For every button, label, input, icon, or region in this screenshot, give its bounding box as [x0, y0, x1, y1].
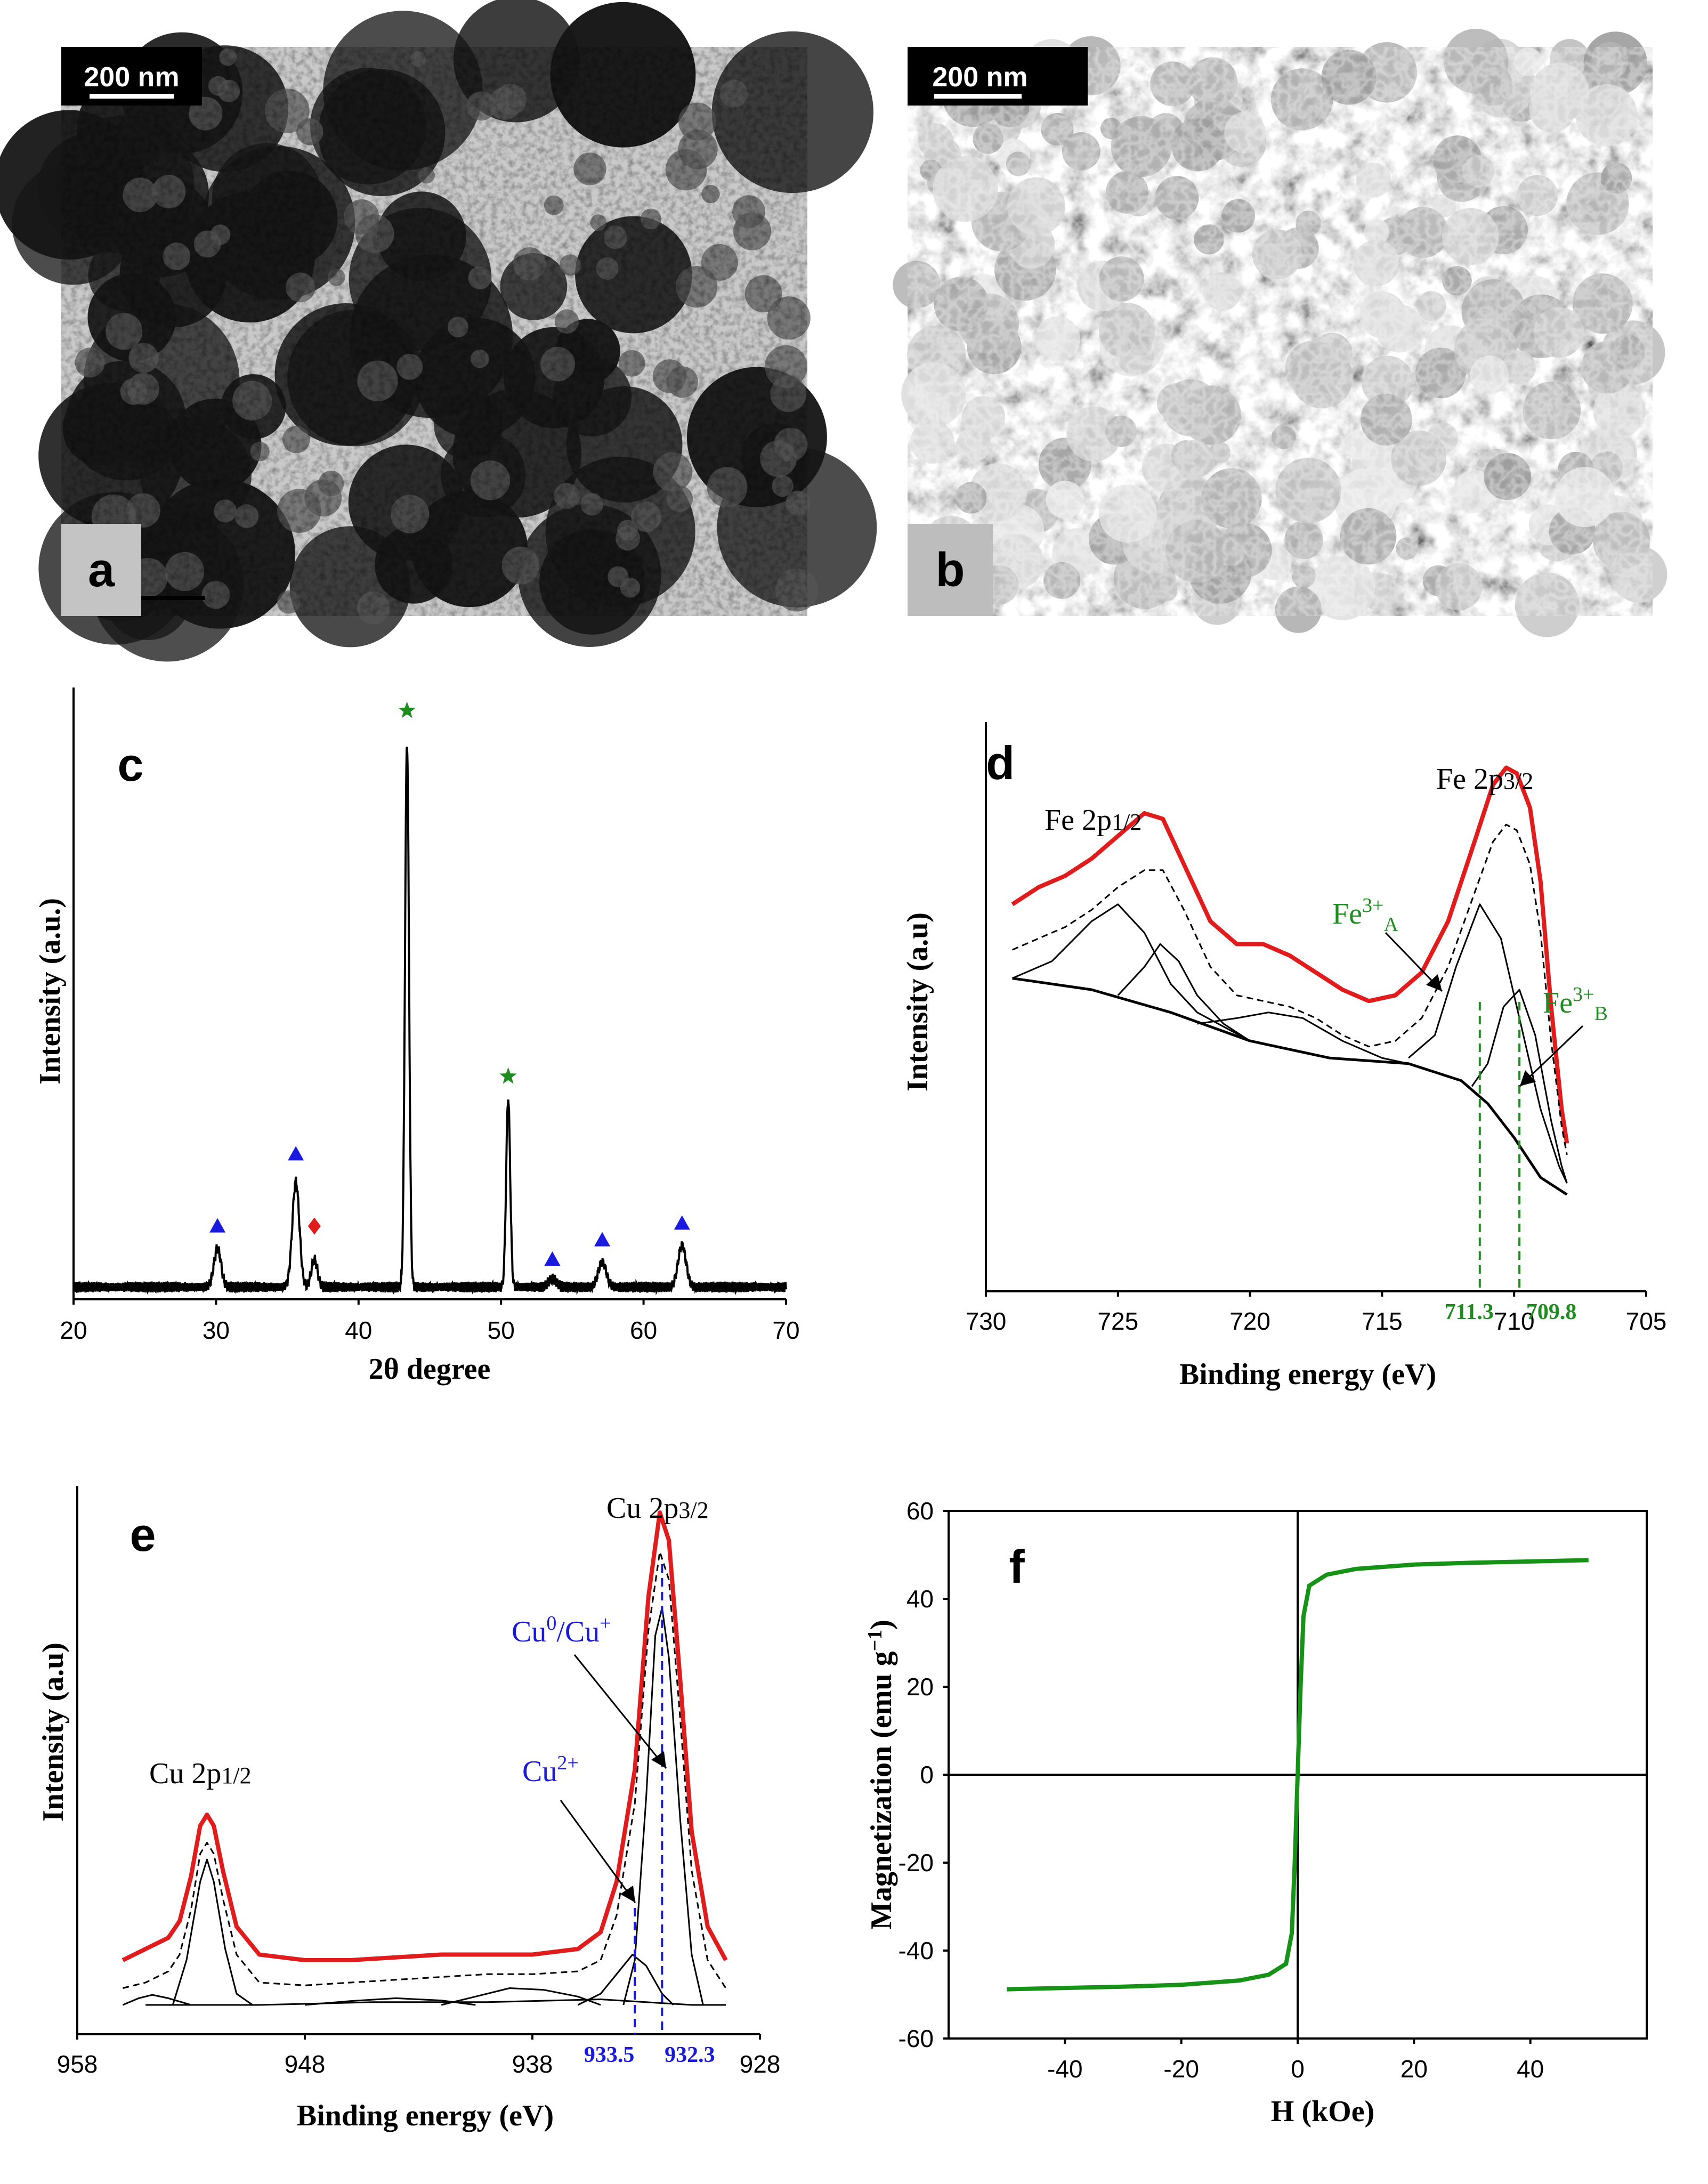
hysteresis-y-tick-label: 60 — [906, 1497, 934, 1525]
hysteresis-y-tick-label: 40 — [906, 1585, 934, 1613]
cu-xps-series-line — [122, 1510, 728, 1962]
fe-xps-x-tick-label: 715 — [1362, 1307, 1403, 1335]
fe-xps-x-tick-label: 720 — [1229, 1307, 1270, 1335]
cu2-plus-annotation: Cu2+ — [522, 1752, 579, 1788]
hysteresis-x-axis-label: H (kOe) — [1271, 2095, 1374, 2128]
fe-xps-vline-label: 709.8 — [1526, 1300, 1577, 1324]
fe-xps-x-axis-label: Binding energy (eV) — [1179, 1358, 1436, 1391]
panel-f-hysteresis-chart: -40 -20 0 20 40 -60 -40 -20 0 20 40 60 f H (kOe) Ma… — [864, 1497, 1648, 2128]
xrd-y-axis-label: Intensity (a.u.) — [34, 898, 67, 1085]
fe-xps-x-tick-label: 730 — [966, 1307, 1007, 1335]
panel-f-label: f — [1009, 1540, 1025, 1593]
fe-xps-y-axis-label: Intensity (a.u) — [901, 912, 934, 1091]
fe-xps-series-line — [1012, 903, 1251, 1042]
cu-xps-x-tick-label: 928 — [740, 2050, 781, 2078]
panel-b-sem-image: 200 nm b — [893, 28, 1667, 637]
hysteresis-y-tick-label: -40 — [898, 1937, 934, 1964]
fe-xps-series-line — [1012, 977, 1568, 1196]
hysteresis-x-tick-label: -40 — [1047, 2055, 1082, 2083]
xrd-x-tick-label: 40 — [345, 1316, 372, 1344]
cu-xps-vline-label: 933.5 — [584, 2043, 635, 2067]
panel-a-tem-image: 200 nm a — [0, 0, 877, 662]
hysteresis-loop-line — [1007, 1558, 1589, 1992]
fe-xps-x-tick-label: 725 — [1097, 1307, 1138, 1335]
fe-xps-x-tick-label: 710 — [1494, 1307, 1535, 1335]
hysteresis-y-tick-label: -60 — [898, 2025, 934, 2052]
fe-xps-series-line — [1117, 943, 1251, 1042]
panel-c-label: c — [118, 738, 144, 791]
hysteresis-x-tick-label: 40 — [1517, 2055, 1544, 2083]
panel-c-xrd-chart: 20 30 40 50 60 70 c 2θ degree Intensity (a.u.… — [34, 687, 800, 1386]
fe-xps-vline-label: 711.3 — [1445, 1300, 1494, 1324]
hysteresis-y-axis-label: Magnetization (emu g−1) — [864, 1620, 898, 1930]
cu-xps-x-axis-label: Binding energy (eV) — [297, 2099, 554, 2132]
panel-d-label: d — [986, 737, 1015, 789]
cu0-cu-plus-annotation: Cu0/Cu+ — [512, 1612, 611, 1648]
fe3-b-annotation: Fe3+B — [1543, 983, 1608, 1025]
panel-e-label: e — [130, 1508, 156, 1561]
sem-scale-bar-label: 200 nm — [932, 62, 1027, 93]
xrd-marker-star — [499, 1067, 517, 1084]
fe-2p32-annotation: Fe 2p3/2 — [1436, 763, 1533, 796]
cu-xps-y-axis-label: Intensity (a.u) — [37, 1643, 70, 1822]
hysteresis-y-tick-label: 20 — [906, 1673, 934, 1701]
cu-xps-series-line — [441, 1987, 601, 2006]
xrd-marker-star — [398, 701, 416, 718]
xrd-x-tick-label: 20 — [60, 1316, 87, 1344]
fe3-a-annotation: Fe3+A — [1332, 894, 1398, 936]
xrd-x-tick-label: 50 — [488, 1316, 515, 1344]
hysteresis-x-tick-label: 0 — [1291, 2055, 1305, 2083]
cu-xps-series-line — [123, 1551, 727, 1989]
panel-b-label: b — [936, 544, 965, 597]
xrd-pattern-line — [72, 746, 787, 1296]
panel-d-fe-xps-chart: 730 725 720 715 710 705 711.3 709.8 d Fe 2p1/2… — [901, 722, 1666, 1391]
fe-xps-series-line — [1471, 989, 1568, 1184]
cu-xps-vline-label: 932.3 — [665, 2043, 715, 2067]
fe-xps-series-line — [1011, 765, 1569, 1144]
fe-xps-series-line — [1408, 903, 1568, 1184]
cu-2p12-annotation: Cu 2p1/2 — [149, 1757, 252, 1790]
cu2-arrow — [560, 1800, 636, 1903]
cu-xps-x-tick-label: 938 — [512, 2050, 553, 2078]
tem-scale-bar-label: 200 nm — [84, 62, 179, 93]
fe-2p12-annotation: Fe 2p1/2 — [1045, 804, 1142, 837]
cu-xps-series-line — [145, 1999, 726, 2006]
cu-2p32-annotation: Cu 2p3/2 — [606, 1492, 709, 1525]
cu-xps-series-line — [172, 1858, 253, 2006]
xrd-marker-triangle — [674, 1215, 690, 1230]
xrd-x-tick-label: 60 — [630, 1316, 657, 1344]
cu-xps-x-tick-label: 948 — [285, 2050, 326, 2078]
hysteresis-y-tick-label: 0 — [920, 1761, 934, 1789]
fe-xps-series-line — [1197, 1012, 1409, 1065]
xrd-marker-triangle — [594, 1232, 611, 1247]
xrd-x-tick-label: 30 — [203, 1316, 230, 1344]
fe-xps-x-tick-label: 705 — [1626, 1307, 1667, 1335]
xrd-marker-triangle — [209, 1218, 226, 1233]
hysteresis-x-tick-label: 20 — [1401, 2055, 1428, 2083]
cu-xps-series-line — [122, 1994, 191, 2006]
cu0-arrow — [573, 1654, 667, 1769]
xrd-marker-diamond — [307, 1217, 321, 1235]
hysteresis-x-tick-label: -20 — [1163, 2055, 1199, 2083]
hysteresis-y-tick-label: -20 — [898, 1849, 934, 1876]
panel-a-label: a — [88, 544, 115, 597]
xrd-x-axis-label: 2θ degree — [369, 1353, 491, 1386]
xrd-x-tick-label: 70 — [772, 1316, 799, 1344]
cu-xps-x-tick-label: 958 — [57, 2050, 98, 2078]
xrd-marker-triangle — [288, 1146, 304, 1161]
xrd-marker-triangle — [544, 1251, 561, 1266]
panel-e-cu-xps-chart: 958 948 938 928 933.5 932.3 e Cu 2p3/2 Cu 2p… — [37, 1486, 780, 2132]
